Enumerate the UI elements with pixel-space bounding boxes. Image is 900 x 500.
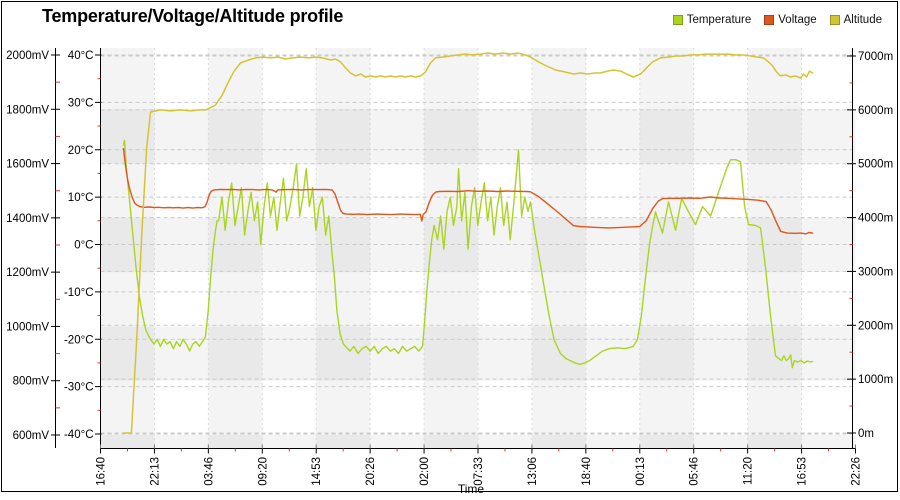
voltage-swatch-icon bbox=[764, 15, 775, 25]
svg-text:800mV: 800mV bbox=[13, 376, 50, 388]
svg-text:40°C: 40°C bbox=[68, 50, 94, 62]
legend-label-altitude: Altitude bbox=[843, 14, 882, 26]
temperature-axis: 40°C 30°C 20°C 10°C 0°C -10°C -20°C -30°C -40°C bbox=[64, 48, 102, 448]
svg-text:5000m: 5000m bbox=[858, 159, 893, 171]
legend-item-temperature: Temperature bbox=[672, 14, 752, 26]
svg-text:-20°C: -20°C bbox=[64, 334, 94, 346]
svg-text:-40°C: -40°C bbox=[64, 429, 94, 441]
svg-text:10°C: 10°C bbox=[68, 192, 94, 204]
svg-text:1200mV: 1200mV bbox=[6, 267, 49, 279]
svg-text:7000m: 7000m bbox=[858, 51, 893, 63]
svg-text:22:13: 22:13 bbox=[149, 457, 161, 486]
legend-label-temperature: Temperature bbox=[686, 14, 752, 26]
chart-legend: Temperature Voltage Altitude bbox=[672, 14, 882, 26]
svg-text:20:26: 20:26 bbox=[365, 457, 377, 486]
svg-text:07:33: 07:33 bbox=[473, 457, 485, 486]
time-axis: 16:40 22:13 03:46 09:20 14:53 20:26 02:00 07:33… bbox=[96, 444, 863, 486]
svg-text:02:00: 02:00 bbox=[419, 457, 431, 486]
svg-text:6000m: 6000m bbox=[858, 105, 893, 117]
svg-text:13:06: 13:06 bbox=[527, 457, 539, 486]
voltage-axis: 2000mV 1800mV 1600mV 1400mV 1200mV 1000mV 800m… bbox=[6, 48, 60, 448]
svg-text:-10°C: -10°C bbox=[64, 287, 94, 299]
svg-text:1800mV: 1800mV bbox=[6, 104, 49, 116]
x-axis-title: Time bbox=[457, 482, 485, 496]
legend-label-voltage: Voltage bbox=[778, 14, 817, 26]
svg-text:11:20: 11:20 bbox=[743, 457, 755, 485]
svg-text:0m: 0m bbox=[858, 428, 874, 440]
svg-text:22:26: 22:26 bbox=[851, 457, 863, 486]
svg-text:4000m: 4000m bbox=[858, 213, 893, 225]
svg-text:16:53: 16:53 bbox=[797, 457, 809, 486]
chart-title: Temperature/Voltage/Altitude profile bbox=[42, 6, 344, 26]
svg-text:05:46: 05:46 bbox=[689, 457, 701, 486]
svg-text:3000m: 3000m bbox=[858, 266, 893, 278]
gridlines bbox=[100, 48, 856, 448]
plot-background bbox=[100, 48, 856, 448]
svg-text:-30°C: -30°C bbox=[64, 382, 94, 394]
svg-text:1000mV: 1000mV bbox=[6, 321, 49, 333]
altitude-swatch-icon bbox=[829, 15, 840, 25]
svg-text:14:53: 14:53 bbox=[311, 457, 323, 486]
altitude-axis: 7000m 6000m 5000m 4000m 3000m 2000m 1000m 0m bbox=[847, 48, 893, 448]
svg-text:2000m: 2000m bbox=[858, 320, 893, 332]
temperature-swatch-icon bbox=[672, 15, 683, 25]
svg-text:1600mV: 1600mV bbox=[6, 159, 49, 171]
svg-text:03:46: 03:46 bbox=[203, 457, 215, 486]
svg-text:600mV: 600mV bbox=[13, 430, 50, 442]
svg-text:0°C: 0°C bbox=[74, 240, 93, 252]
svg-text:16:40: 16:40 bbox=[96, 457, 108, 486]
outer-border bbox=[1, 1, 898, 492]
altitude-series bbox=[122, 52, 814, 434]
legend-item-altitude: Altitude bbox=[829, 14, 882, 26]
svg-text:1000m: 1000m bbox=[858, 374, 893, 386]
svg-text:00:13: 00:13 bbox=[635, 457, 647, 486]
svg-text:2000mV: 2000mV bbox=[6, 50, 49, 62]
temperature-series bbox=[122, 139, 814, 369]
svg-text:30°C: 30°C bbox=[68, 97, 94, 109]
voltage-series bbox=[122, 147, 814, 235]
svg-text:09:20: 09:20 bbox=[257, 457, 269, 486]
svg-text:20°C: 20°C bbox=[68, 145, 94, 157]
svg-text:18:40: 18:40 bbox=[581, 457, 593, 486]
svg-text:1400mV: 1400mV bbox=[6, 213, 49, 225]
legend-item-voltage: Voltage bbox=[764, 14, 817, 26]
